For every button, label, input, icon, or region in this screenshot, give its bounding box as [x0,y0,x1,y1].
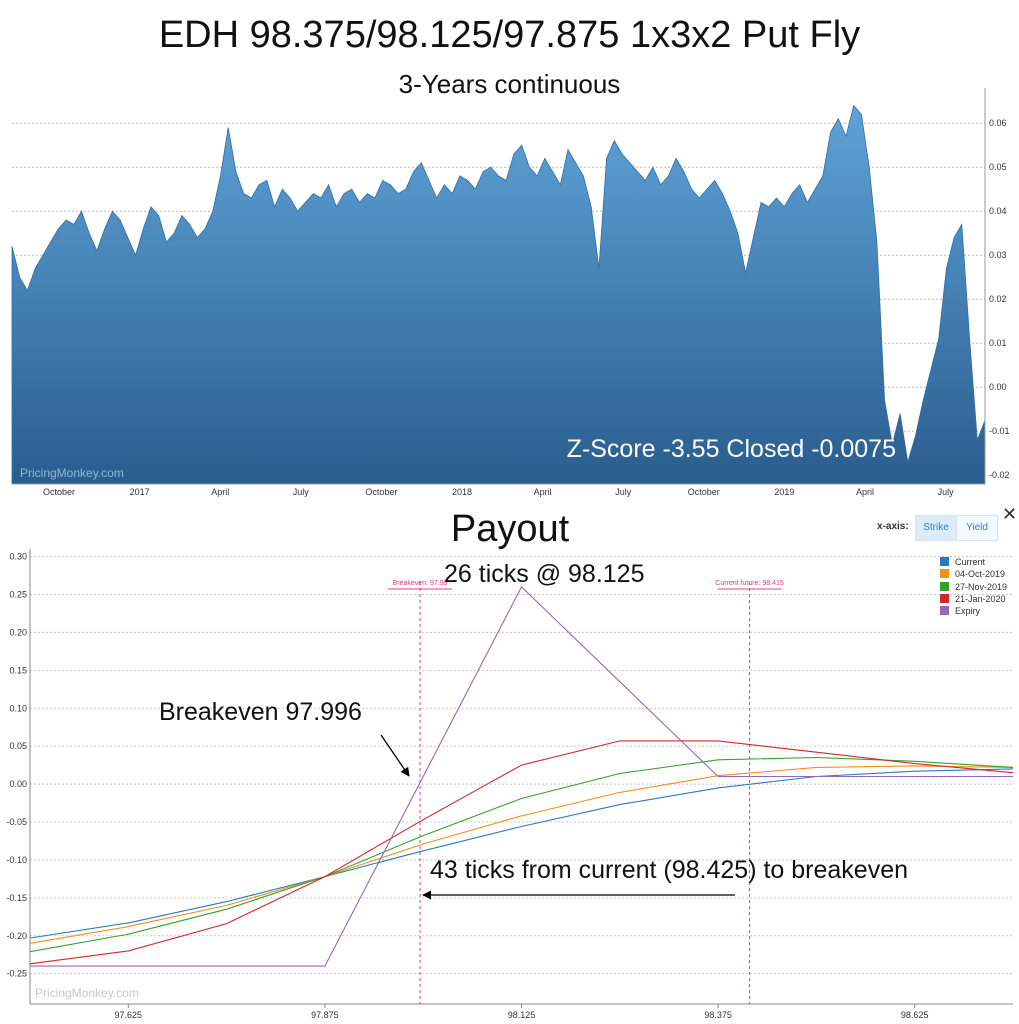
legend-item[interactable]: 21-Jan-2020 [940,593,1006,604]
area-series [11,104,986,485]
legend-label: 21-Jan-2020 [955,593,1006,604]
y-tick-label: 0.00 [989,382,1007,392]
x-tick-label: 2019 [774,487,794,497]
chart-subtitle: 3-Years continuous [398,69,621,99]
y-tick-label: -0.02 [989,470,1010,480]
legend-label: 04-Oct-2019 [955,569,1006,580]
y-tick-label: -0.15 [6,893,27,903]
xaxis-toggle-label: x-axis: [877,521,909,532]
marker-label: Current future: 98.415 [715,580,784,587]
x-tick-label: 98.375 [704,1010,732,1020]
x-tick-label: October [365,487,397,497]
legend-swatch [940,569,949,579]
series-line [29,740,1014,965]
legend-swatch [940,606,949,616]
watermark: PricingMonkey.com [20,466,124,480]
y-tick-label: 0.25 [9,590,27,600]
legend-swatch [940,593,949,603]
y-tick-label: -0.10 [6,855,27,865]
legend-label: Expiry [955,606,981,617]
x-tick-label: 98.125 [508,1010,536,1020]
breakeven-arrow [380,734,410,777]
legend-swatch [940,581,949,591]
legend-item[interactable]: 04-Oct-2019 [940,569,1005,579]
x-tick-label: April [534,487,552,497]
legend-swatch [940,557,949,566]
yield-toggle-button[interactable]: Yield [956,515,998,541]
y-tick-label: 0.06 [989,118,1007,128]
y-tick-label: 0.10 [9,703,27,713]
y-tick-label: 0.00 [9,779,27,789]
y-tick-label: -0.25 [6,969,27,979]
y-tick-label: 0.20 [9,627,27,637]
x-tick-label: 2018 [452,487,472,497]
legend-item[interactable]: Current [940,557,985,567]
x-tick-label: 98.625 [901,1010,929,1020]
close-icon[interactable]: ✕ [1002,504,1018,524]
legend-label: Current [955,557,986,567]
series-line [29,756,1014,953]
y-tick-label: 0.03 [989,250,1007,260]
x-tick-label: April [211,487,229,497]
y-tick-label: 0.30 [9,552,27,562]
peak-annotation: 26 ticks @ 98.125 [444,560,645,588]
breakeven-annotation: Breakeven 97.996 [159,698,362,726]
x-tick-label: April [856,487,874,497]
y-tick-label: 0.05 [989,162,1007,172]
x-tick-label: October [43,487,75,497]
y-tick-label: -0.05 [6,817,27,827]
series-line [29,768,1014,939]
x-tick-label: July [615,487,632,497]
x-tick-label: October [688,487,720,497]
chart-title: EDH 98.375/98.125/97.875 1x3x2 Put Fly [158,14,861,56]
series-line [30,585,1013,967]
legend-item[interactable]: Expiry [940,606,980,616]
y-tick-label: 0.02 [989,294,1007,304]
watermark: PricingMonkey.com [35,986,139,1000]
x-tick-label: 2017 [130,487,150,497]
y-tick-label: -0.20 [6,931,27,941]
series-line [29,765,1014,944]
zscore-annotation: Z-Score -3.55 Closed -0.0075 [567,435,896,463]
y-tick-label: -0.01 [989,426,1010,436]
y-tick-label: 0.04 [989,206,1007,216]
y-tick-label: 0.05 [9,741,27,751]
distance-annotation: 43 ticks from current (98.425) to breake… [430,856,909,884]
strike-toggle-button[interactable]: Strike [915,515,957,541]
y-tick-label: 0.01 [989,338,1007,348]
x-tick-label: 97.625 [115,1010,143,1020]
marker-label: Breakeven: 97.99 [393,580,448,587]
legend-label: 27-Nov-2019 [955,581,1008,592]
x-tick-label: 97.875 [311,1010,339,1020]
y-tick-label: 0.15 [9,665,27,675]
legend-item[interactable]: 27-Nov-2019 [940,581,1008,592]
x-tick-label: July [938,487,955,497]
x-tick-label: July [293,487,310,497]
history-chart: 0.06 0.05 0.04 0.03 0.02 0.01 0.00 -0.01 -0.02 Oc… [11,88,1010,497]
payout-title: Payout [450,508,570,550]
